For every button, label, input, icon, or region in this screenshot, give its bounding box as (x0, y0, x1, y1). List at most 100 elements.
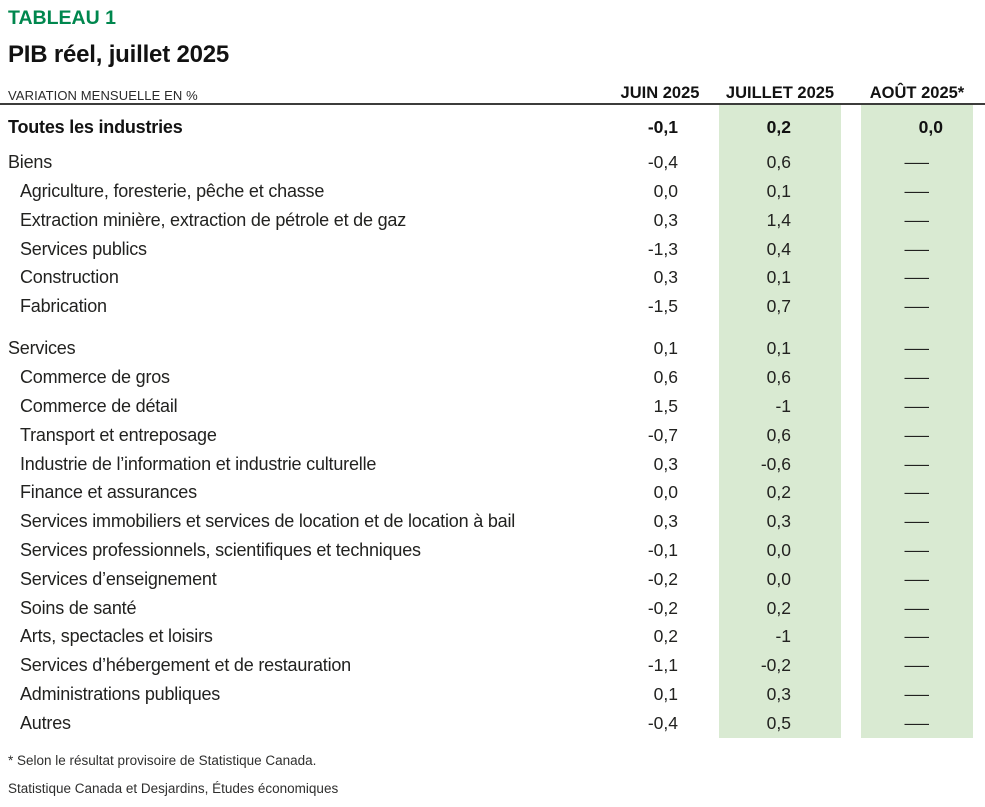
column-gap (841, 507, 861, 536)
row-label: Services immobiliers et services de loca… (20, 511, 516, 532)
value-aout-2025: — (861, 651, 973, 681)
value-aout-2025: — (861, 234, 973, 264)
table-row: Fabrication -1,5 0,7 — (0, 292, 985, 322)
value-aout-2025: — (861, 708, 973, 738)
right-margin (973, 594, 985, 623)
row-label: Services professionnels, scientifiques e… (20, 540, 421, 561)
column-gap (841, 479, 861, 508)
no-data-dash: — (904, 453, 930, 474)
no-data-dash: — (904, 180, 930, 201)
no-data-dash: — (904, 597, 930, 618)
value-juin-2025: -1,1 (647, 655, 678, 676)
value-juin-2025: -1,3 (647, 238, 678, 259)
value-juillet-2025: 0,0 (719, 536, 841, 565)
column-gap (710, 105, 719, 142)
table-row: Toutes les industries -0,1 0,2 0,0 (0, 105, 985, 142)
value-juillet-2025: 0,2 (719, 105, 841, 142)
value-juillet-2025: 0,7 (719, 292, 841, 322)
column-gap (841, 142, 861, 177)
value-juin-2025: -0,4 (647, 712, 678, 733)
column-gap (710, 142, 719, 177)
table-row: Services professionnels, scientifiques e… (0, 536, 985, 565)
column-gap (710, 479, 719, 508)
value-juin-2025: 0,3 (653, 511, 678, 532)
value-juillet-2025: 0,5 (719, 708, 841, 738)
table-row: Services 0,1 0,1 — (0, 321, 985, 364)
value-juillet-2025: 0,1 (719, 263, 841, 293)
no-data-dash: — (904, 152, 930, 173)
row-label: Services d’hébergement et de restauratio… (20, 655, 351, 676)
value-aout-2025: — (861, 177, 973, 206)
header-divider-rule (0, 103, 985, 105)
table-row: Industrie de l’information et industrie … (0, 449, 985, 479)
value-aout-2025: — (861, 141, 973, 178)
column-gap (710, 392, 719, 421)
column-gap (841, 235, 861, 264)
right-margin (973, 536, 985, 565)
right-margin (973, 507, 985, 536)
right-margin (973, 142, 985, 177)
row-label: Finance et assurances (20, 482, 197, 503)
no-data-dash: — (904, 267, 930, 288)
no-data-dash: — (904, 568, 930, 589)
right-margin (973, 450, 985, 479)
column-header-row: VARIATION MENSUELLE EN % JUIN 2025 JUILL… (0, 78, 985, 103)
column-gap (841, 263, 861, 292)
value-juillet-2025: 0,2 (719, 593, 841, 623)
column-gap (841, 680, 861, 709)
column-gap (710, 594, 719, 623)
value-aout-2025: — (861, 564, 973, 594)
row-label: Services publics (20, 238, 147, 259)
value-juillet-2025: 1,4 (719, 205, 841, 235)
row-label: Construction (20, 267, 119, 288)
table-row: Finance et assurances 0,0 0,2 — (0, 478, 985, 508)
column-gap (710, 206, 719, 235)
row-label: Arts, spectacles et loisirs (20, 626, 213, 647)
value-juillet-2025: 0,3 (719, 680, 841, 709)
value-juin-2025: -0,7 (647, 424, 678, 445)
right-margin (973, 421, 985, 450)
column-gap (841, 565, 861, 594)
row-label: Biens (8, 152, 53, 173)
column-gap (841, 177, 861, 206)
row-label: Industrie de l’information et industrie … (20, 453, 377, 474)
right-margin (973, 263, 985, 292)
column-header-juillet-2025: JUILLET 2025 (725, 84, 835, 102)
column-gap (841, 623, 861, 652)
value-aout-2025: — (861, 478, 973, 508)
column-gap (841, 450, 861, 479)
value-juin-2025: -0,2 (647, 597, 678, 618)
value-juin-2025: 0,3 (653, 209, 678, 230)
value-juin-2025: -0,1 (647, 116, 678, 137)
table-row: Arts, spectacles et loisirs 0,2 -1 — (0, 622, 985, 652)
value-aout-2025: — (861, 449, 973, 479)
value-juillet-2025: 0,6 (719, 363, 841, 393)
row-label: Soins de santé (20, 597, 137, 618)
right-margin (973, 680, 985, 709)
row-label: Agriculture, foresterie, pêche et chasse (20, 180, 325, 201)
right-margin (973, 206, 985, 235)
table-title: PIB réel, juillet 2025 (8, 41, 230, 68)
column-gap (710, 709, 719, 738)
value-aout-2025: — (861, 507, 973, 537)
value-aout-2025: — (861, 593, 973, 623)
column-gap (710, 321, 719, 363)
row-label: Autres (20, 712, 71, 733)
no-data-dash: — (904, 655, 930, 676)
table-row: Construction 0,3 0,1 — (0, 263, 985, 293)
table-row: Administrations publiques 0,1 0,3 — (0, 680, 985, 709)
value-aout-2025: — (861, 263, 973, 293)
value-juin-2025: -0,4 (647, 152, 678, 173)
value-juillet-2025: 0,6 (719, 141, 841, 178)
value-aout-2025: — (861, 363, 973, 393)
table-row: Services publics -1,3 0,4 — (0, 234, 985, 264)
value-juin-2025: 0,3 (653, 453, 678, 474)
column-header-juin-2025: JUIN 2025 (620, 84, 700, 102)
value-juillet-2025: 0,4 (719, 234, 841, 264)
value-juin-2025: 0,2 (653, 626, 678, 647)
column-gap (710, 235, 719, 264)
value-juin-2025: 0,1 (653, 684, 678, 705)
table-row: Commerce de détail 1,5 -1 — (0, 392, 985, 421)
no-data-dash: — (904, 296, 930, 317)
